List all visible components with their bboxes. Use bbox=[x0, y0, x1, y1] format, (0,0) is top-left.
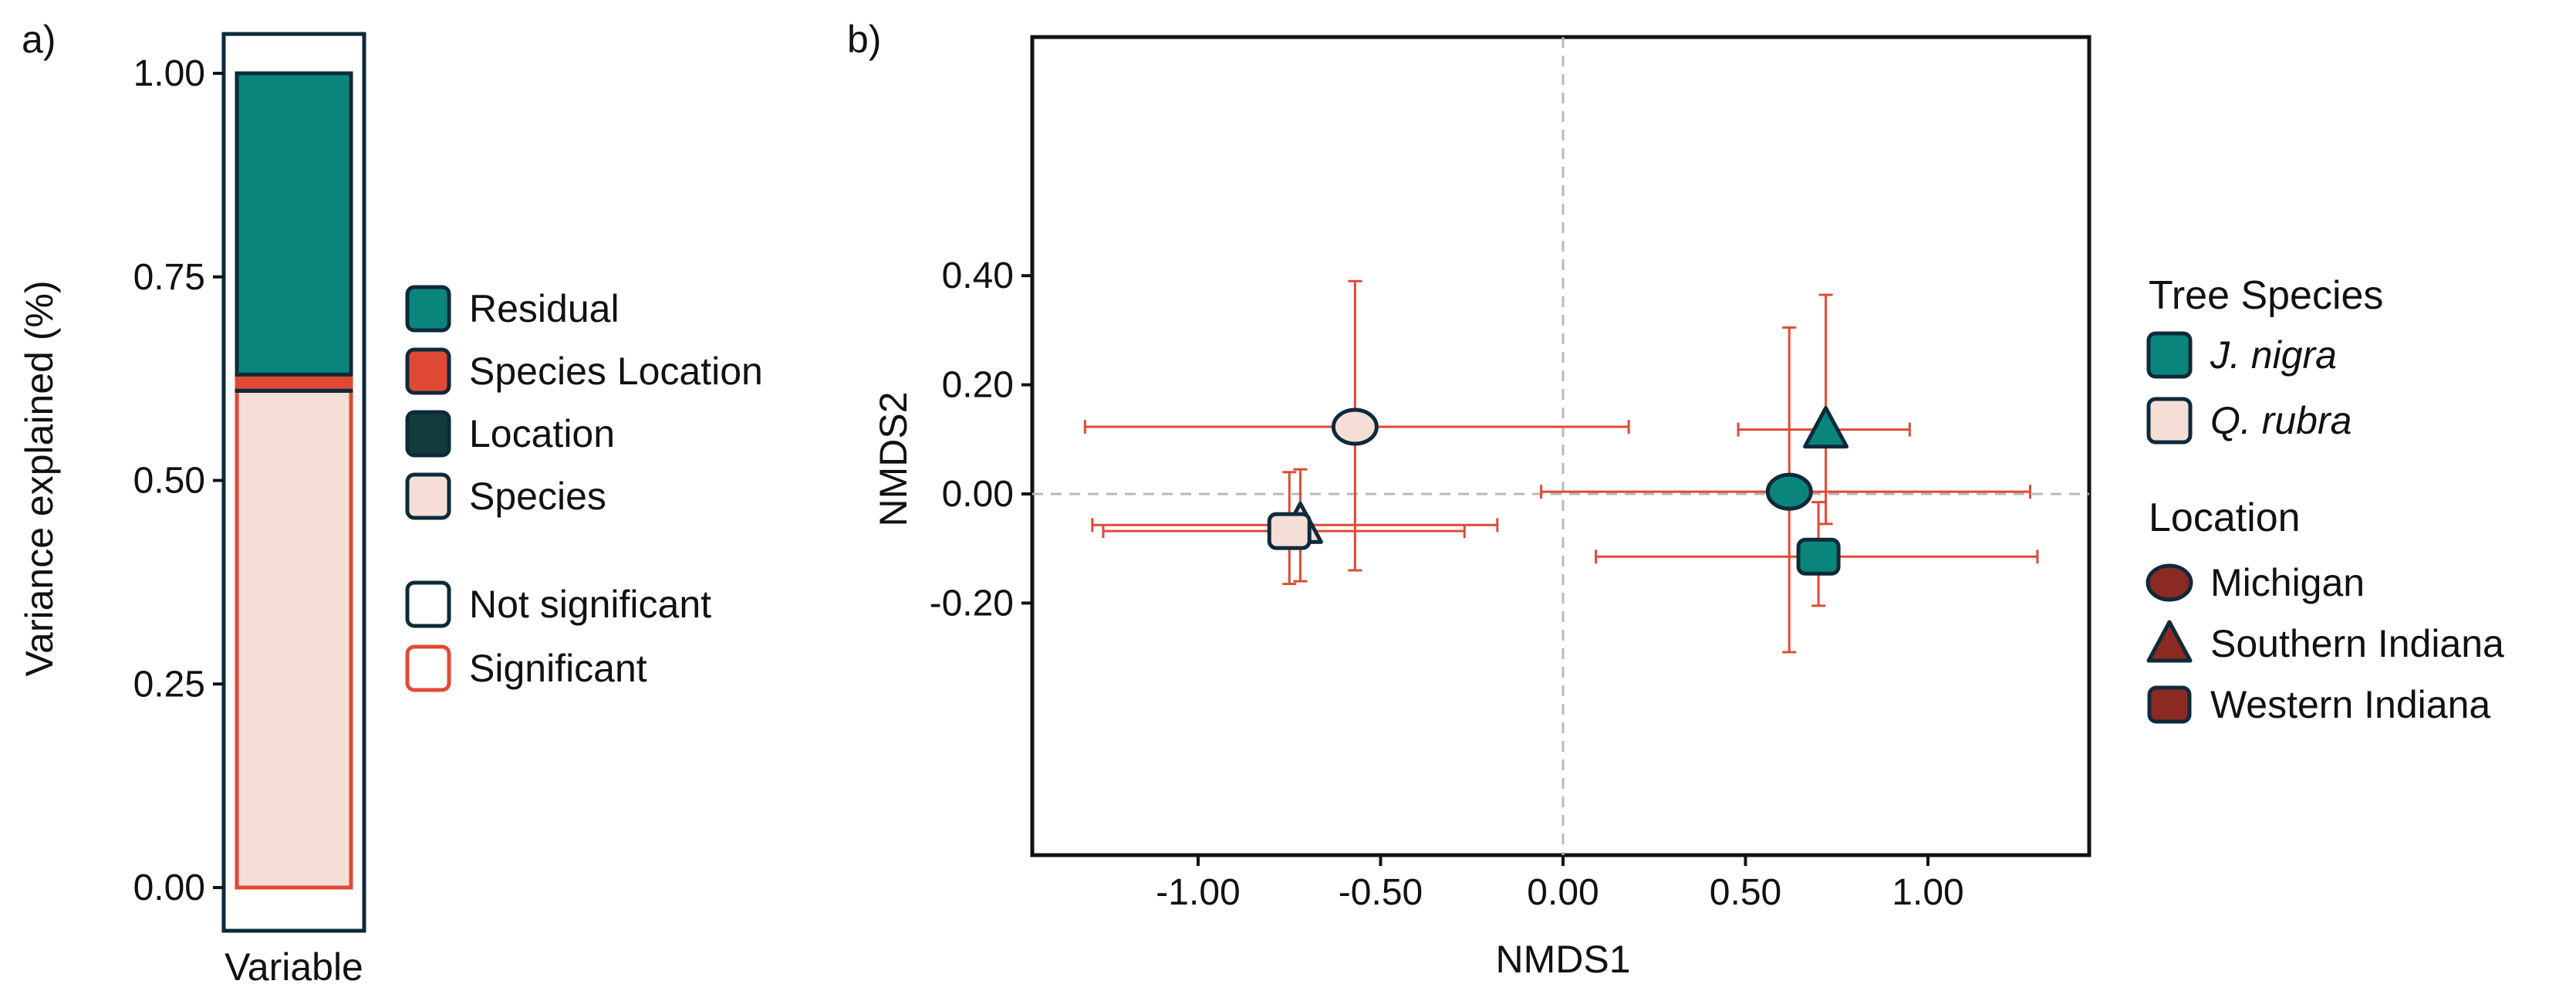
panel-a-y-tick-label-3: 0.75 bbox=[133, 257, 205, 298]
panel-a-frame bbox=[221, 32, 366, 933]
legend-swatch-significant bbox=[405, 644, 451, 692]
species-legend-title: Tree Species bbox=[2149, 273, 2383, 318]
legend-marker-southern-indiana bbox=[2146, 620, 2193, 663]
point-j-nigra-michigan bbox=[1765, 472, 1813, 511]
location-legend: Michigan Southern Indiana Western Indiana bbox=[2146, 561, 2504, 726]
panel-b-scatter-plot: -1.00 -0.50 0.00 0.50 1.00 -0.20 0.00 0.20 0.40 bbox=[930, 35, 2092, 913]
panel-b-y-tick-label-0: -0.20 bbox=[930, 583, 1014, 624]
legend-label-j-nigra: J. nigra bbox=[2210, 333, 2337, 377]
panel-b-frame bbox=[1030, 35, 2092, 857]
species-legend: J. nigra Q. rubra bbox=[2146, 331, 2351, 445]
panel-b-y-tick-label-1: 0.00 bbox=[942, 474, 1014, 515]
legend-label-location: Location bbox=[469, 412, 615, 455]
legend-label-michigan: Michigan bbox=[2210, 561, 2365, 604]
location-legend-title: Location bbox=[2149, 495, 2301, 540]
panel-a-fill-legend: Residual Species Location Location Species bbox=[405, 285, 763, 520]
legend-label-not-significant: Not significant bbox=[469, 583, 711, 626]
legend-swatch-residual bbox=[405, 285, 451, 333]
panel-a-bar-chart: 0.00 0.25 0.50 0.75 1.00 bbox=[133, 32, 366, 933]
panel-a-y-tick-label-0: 0.00 bbox=[133, 867, 205, 908]
point-q-rubra-western-indiana bbox=[1267, 512, 1312, 550]
panel-b-x-tick-label-1: -0.50 bbox=[1339, 872, 1423, 913]
panel-a-bar-residual bbox=[235, 71, 353, 377]
panel-b-x-tick-label-3: 0.50 bbox=[1710, 872, 1781, 913]
legend-label-southern-indiana: Southern Indiana bbox=[2210, 622, 2504, 665]
legend-swatch-species-location bbox=[405, 347, 451, 395]
legend-label-species-location: Species Location bbox=[469, 350, 763, 393]
legend-swatch-q-rubra bbox=[2146, 397, 2193, 445]
panel-a-y-tick-label-2: 0.50 bbox=[133, 461, 205, 502]
panel-a-x-category-label: Variable bbox=[225, 945, 363, 989]
legend-swatch-j-nigra bbox=[2146, 331, 2193, 379]
point-j-nigra-western-indiana bbox=[1796, 537, 1841, 576]
point-j-nigra-southern-indiana bbox=[1803, 406, 1849, 449]
legend-label-western-indiana: Western Indiana bbox=[2210, 683, 2490, 726]
legend-marker-michigan bbox=[2146, 563, 2193, 602]
panel-b-x-tick-label-4: 1.00 bbox=[1892, 872, 1963, 913]
legend-label-species: Species bbox=[469, 475, 606, 518]
panel-a-significance-legend: Not significant Significant bbox=[405, 580, 711, 692]
panel-a-y-axis-title: Variance explained (%) bbox=[18, 280, 61, 676]
panel-b-label: b) bbox=[847, 18, 881, 61]
legend-swatch-not-significant bbox=[405, 580, 451, 628]
panel-a-bar-species bbox=[235, 388, 353, 890]
point-q-rubra-michigan bbox=[1331, 408, 1379, 446]
panel-b-y-tick-label-3: 0.40 bbox=[942, 255, 1014, 296]
legend-label-significant: Significant bbox=[469, 647, 647, 690]
panel-a-y-tick-label-1: 0.25 bbox=[133, 664, 205, 705]
panel-b-x-tick-label-2: 0.00 bbox=[1527, 872, 1599, 913]
legend-swatch-species bbox=[405, 472, 451, 520]
legend-swatch-location bbox=[405, 410, 451, 458]
legend-label-residual: Residual bbox=[469, 287, 620, 330]
legend-label-q-rubra: Q. rubra bbox=[2210, 399, 2351, 442]
panel-b-y-axis-title: NMDS2 bbox=[872, 391, 915, 526]
panel-a-y-tick-label-4: 1.00 bbox=[133, 53, 205, 94]
panel-b-x-axis-title: NMDS1 bbox=[1495, 938, 1630, 981]
panel-b-y-tick-label-2: 0.20 bbox=[942, 365, 1014, 406]
panel-a-label: a) bbox=[22, 18, 56, 61]
panel-b-x-tick-label-0: -1.00 bbox=[1156, 872, 1240, 913]
legend-marker-western-indiana bbox=[2147, 685, 2192, 724]
